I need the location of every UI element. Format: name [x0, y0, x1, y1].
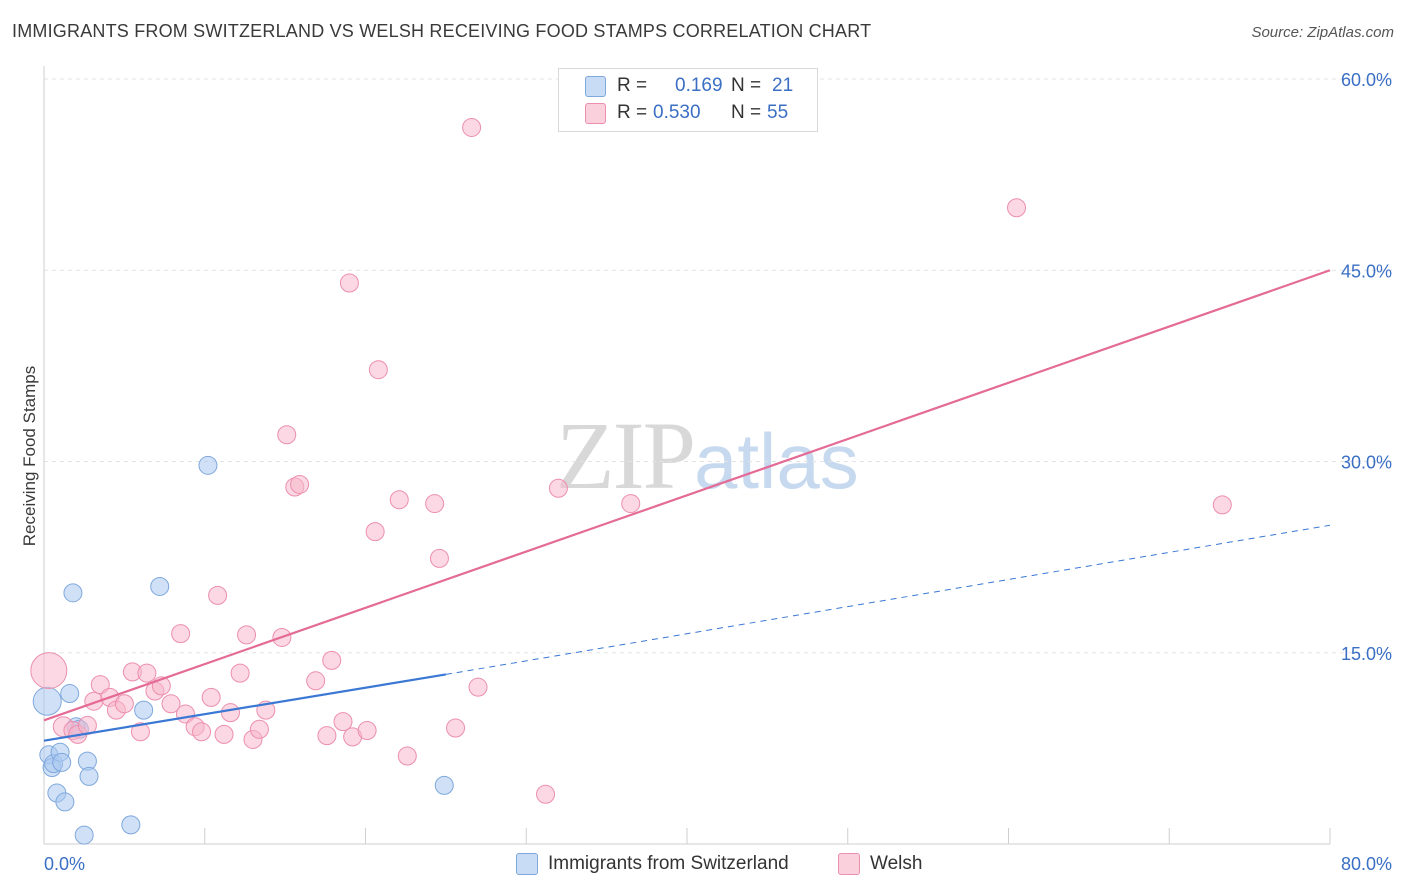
data-point-welsh	[230, 663, 250, 683]
data-point-welsh	[290, 474, 310, 494]
data-point-welsh	[548, 478, 568, 498]
data-point-welsh	[468, 677, 488, 697]
data-point-welsh	[317, 726, 337, 746]
data-point-welsh	[161, 694, 181, 714]
data-point-welsh	[171, 624, 191, 644]
trend-line-dashed-switzerland	[445, 524, 1331, 675]
data-point-switzerland	[32, 686, 62, 716]
data-point-switzerland	[60, 684, 80, 704]
y-tick-label: 15.0%	[1341, 644, 1392, 664]
data-point-switzerland	[198, 455, 218, 475]
data-point-switzerland	[63, 583, 83, 603]
watermark-zip: ZIP	[556, 402, 696, 509]
data-point-welsh	[1007, 198, 1027, 218]
data-point-welsh	[30, 652, 68, 690]
y-tick-label: 45.0%	[1341, 261, 1392, 281]
legend-item-switzerland: Immigrants from Switzerland	[516, 851, 789, 877]
data-point-welsh	[237, 625, 257, 645]
data-point-switzerland	[434, 775, 454, 795]
chart-title: IMMIGRANTS FROM SWITZERLAND VS WELSH REC…	[12, 21, 872, 41]
data-point-switzerland	[74, 825, 94, 845]
data-point-welsh	[536, 784, 556, 804]
data-point-welsh	[368, 360, 388, 380]
data-point-welsh	[130, 722, 150, 742]
data-point-welsh	[429, 548, 449, 568]
legend-swatch-switzerland	[516, 853, 538, 875]
data-point-welsh	[1212, 495, 1232, 515]
data-point-welsh	[357, 721, 377, 741]
data-point-welsh	[220, 703, 240, 723]
data-point-welsh	[192, 722, 212, 742]
legend-r-value: 0.530	[653, 102, 701, 123]
legend-r-label: R =	[617, 75, 648, 96]
data-point-welsh	[322, 650, 342, 670]
data-point-switzerland	[134, 700, 154, 720]
data-point-switzerland	[150, 576, 170, 596]
legend-item-welsh: Welsh	[838, 851, 922, 877]
legend-r-label: R =	[617, 102, 648, 123]
x-tick-label: 80.0%	[1341, 854, 1392, 874]
y-tick-label: 30.0%	[1341, 453, 1392, 473]
trend-line-switzerland	[43, 673, 447, 742]
legend-swatch-welsh	[585, 102, 606, 124]
data-point-welsh	[397, 746, 417, 766]
legend-n-label: N =	[731, 75, 762, 96]
data-point-welsh	[208, 585, 228, 605]
data-point-welsh	[214, 724, 234, 744]
data-point-welsh	[277, 425, 297, 445]
data-point-welsh	[306, 671, 326, 691]
data-point-switzerland	[121, 815, 141, 835]
data-point-welsh	[137, 663, 157, 683]
data-point-welsh	[425, 494, 445, 514]
data-point-welsh	[333, 712, 353, 732]
data-point-welsh	[339, 273, 359, 293]
legend-label-welsh: Welsh	[870, 853, 923, 874]
trend-line-welsh	[43, 269, 1331, 722]
data-point-welsh	[249, 719, 269, 739]
legend-r-value: 0.169	[675, 75, 723, 96]
data-point-welsh	[446, 718, 466, 738]
data-point-welsh	[621, 494, 641, 514]
data-point-welsh	[114, 694, 134, 714]
legend-n-value: 55	[767, 102, 789, 123]
data-point-welsh	[462, 117, 482, 137]
source-label: Source: ZipAtlas.com	[1251, 24, 1394, 41]
data-point-welsh	[365, 522, 385, 542]
data-point-welsh	[201, 687, 221, 707]
legend-swatch-switzerland	[585, 75, 606, 97]
data-point-switzerland	[55, 792, 75, 812]
data-point-switzerland	[79, 766, 99, 786]
data-point-switzerland	[52, 752, 72, 772]
y-tick-label: 60.0%	[1341, 70, 1392, 90]
x-tick-label: 0.0%	[44, 854, 85, 874]
legend-n-value: 21	[772, 75, 794, 96]
data-point-welsh	[90, 675, 110, 695]
legend-label-switzerland: Immigrants from Switzerland	[548, 853, 789, 874]
legend-n-label: N =	[731, 102, 762, 123]
correlation-legend: R = 0.169 N = 21 R = 0.530 N = 55	[558, 68, 818, 132]
legend-swatch-welsh	[838, 853, 860, 875]
data-point-welsh	[389, 490, 409, 510]
